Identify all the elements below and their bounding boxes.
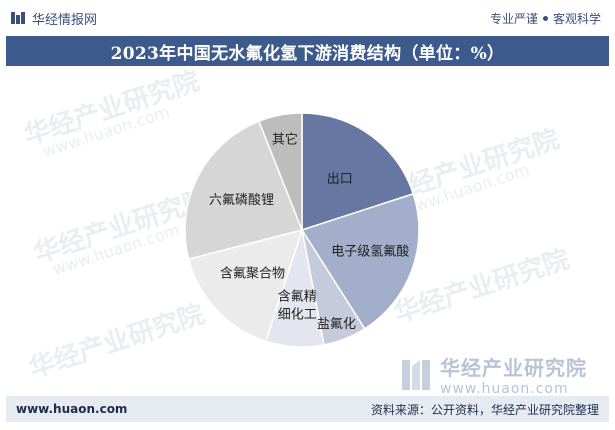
- title-bar: 2023年中国无水氟化氢下游消费结构（单位：%）: [6, 36, 609, 66]
- slogan: 专业严谨 客观科学: [490, 10, 601, 27]
- pie-slice[interactable]: [187, 228, 304, 343]
- top-bar: 华经情报网 专业严谨 客观科学: [0, 0, 615, 36]
- footer-url[interactable]: www.huaon.com: [16, 402, 128, 416]
- pie-slice-label: 电子级氢氟酸: [331, 245, 409, 260]
- brand-name[interactable]: 华经情报网: [32, 12, 98, 28]
- brand-logo-icon: [11, 12, 25, 24]
- slogan-dot-icon: [542, 15, 548, 21]
- corner-logo-url: www.huaon.com: [440, 381, 569, 397]
- pie-slice[interactable]: [257, 112, 303, 231]
- pie-slice-label: 含氟聚合物: [220, 266, 285, 282]
- pie-slice-label: 含氟精细化工: [278, 289, 317, 323]
- footer-source: 资料来源：公开资料，华经产业研究院整理: [370, 402, 599, 417]
- pie-slice[interactable]: [184, 120, 304, 261]
- slogan-right: 客观科学: [552, 11, 601, 26]
- huajing-logo-icon: [402, 359, 430, 390]
- pie-slice-label: 六氟磷酸锂: [209, 193, 274, 208]
- pie-slice[interactable]: [301, 112, 415, 232]
- slogan-left: 专业严谨: [489, 11, 538, 26]
- pie-slice-label: 其它: [272, 131, 298, 147]
- brand: 华经情报网: [10, 9, 97, 28]
- pie-slice[interactable]: [300, 192, 420, 330]
- chart-title: 2023年中国无水氟化氢下游消费结构（单位：%）: [110, 43, 505, 64]
- corner-logo: 华经产业研究院 www.huaon.com: [400, 352, 587, 397]
- chart-area: 华经产业研究院 www.huaon.com 华经产业研究院 www.huaon.…: [0, 66, 615, 396]
- corner-logo-name: 华经产业研究院: [440, 356, 587, 380]
- footer: www.huaon.com 资料来源：公开资料，华经产业研究院整理: [6, 396, 609, 422]
- pie-slice-label: 盐氟化: [317, 317, 356, 332]
- pie-slice-label: 出口: [327, 172, 353, 187]
